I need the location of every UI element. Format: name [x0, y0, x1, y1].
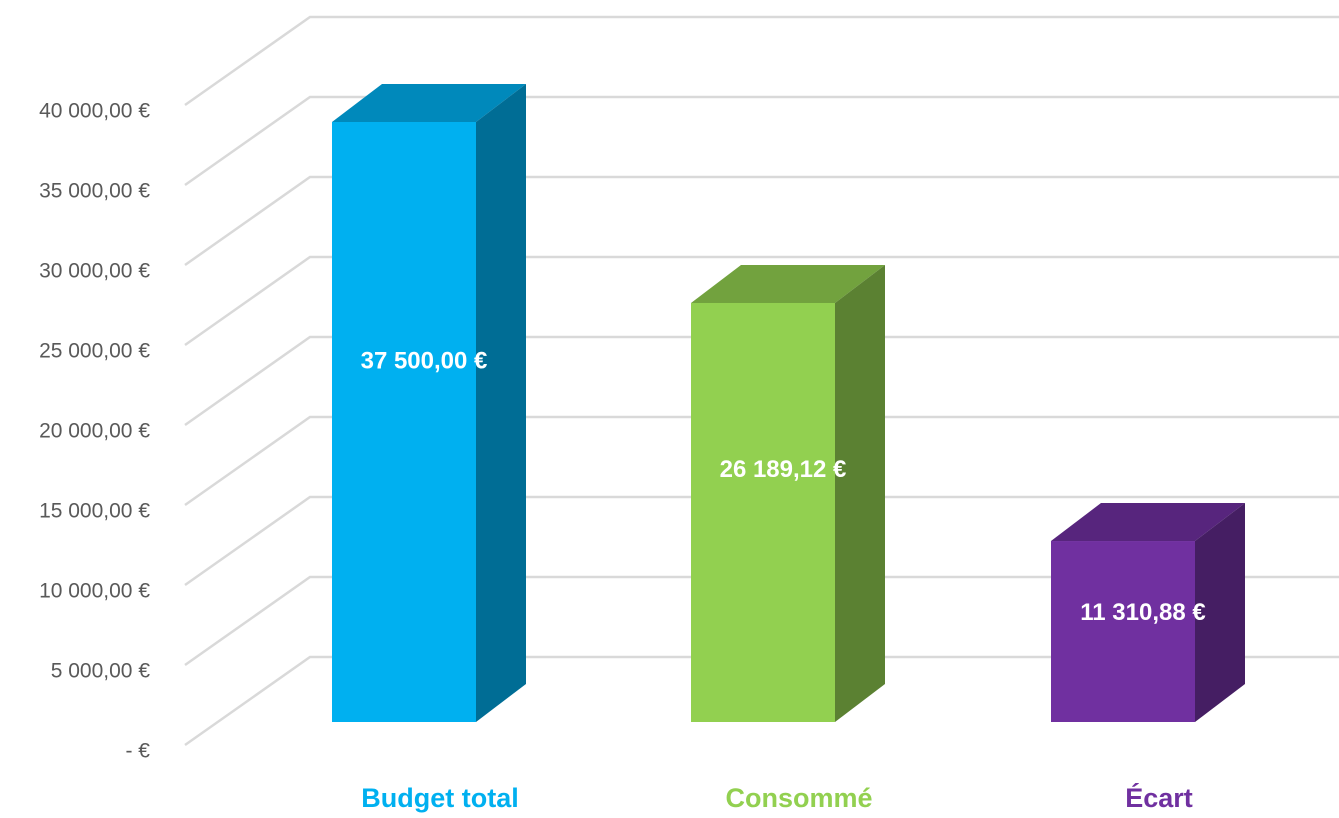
x-tick-label: Écart [1125, 782, 1193, 813]
y-tick-label: 35 000,00 € [39, 180, 150, 203]
y-tick-label: 15 000,00 € [39, 500, 150, 523]
data-label: 11 310,88 € [1080, 599, 1205, 626]
grid-line [184, 15, 1339, 107]
grid-line [184, 335, 1339, 427]
bar-side [476, 84, 526, 722]
data-label: 37 500,00 € [361, 347, 488, 374]
grid-line [184, 655, 1339, 747]
bar-side [835, 264, 885, 722]
grid-line [184, 255, 1339, 347]
y-tick-label: 25 000,00 € [39, 340, 150, 363]
bar-top [1051, 503, 1245, 542]
bar-top [691, 264, 885, 303]
x-tick-label: Budget total [361, 783, 518, 813]
grid-line [184, 415, 1339, 507]
bar [1051, 541, 1195, 722]
grid-line [184, 175, 1339, 267]
grid-line [184, 575, 1339, 667]
grid-line [184, 95, 1339, 187]
bar [332, 122, 476, 722]
data-label: 26 189,12 € [720, 456, 847, 483]
y-tick-label: 30 000,00 € [39, 260, 150, 283]
x-tick-label: Consommé [725, 783, 872, 813]
y-tick-label: 10 000,00 € [39, 580, 150, 603]
y-tick-label: 40 000,00 € [39, 100, 150, 123]
y-tick-label: 20 000,00 € [39, 420, 150, 443]
y-tick-label: 5 000,00 € [51, 660, 151, 683]
bar-top [332, 84, 526, 122]
bar-side [1195, 503, 1245, 722]
grid-line [184, 495, 1339, 587]
y-tick-label: - € [125, 740, 150, 763]
bar [691, 302, 835, 722]
